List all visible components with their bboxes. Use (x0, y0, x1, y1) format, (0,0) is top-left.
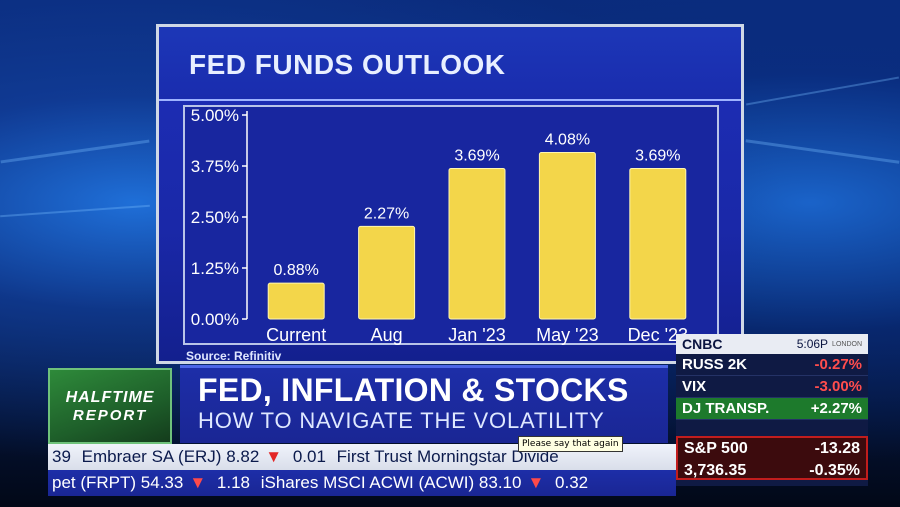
market-city: LONDON (832, 340, 862, 348)
lower-third: HALFTIME REPORT FED, INFLATION & STOCKS … (48, 365, 668, 444)
chart-panel: FED FUNDS OUTLOOK 0.00% 1.25% 2.50% 3.75% 5.… (156, 24, 744, 364)
x-category-label: Current (266, 325, 326, 345)
chart-source: Source: Refinitiv (186, 349, 282, 363)
sp500-box: S&P 500 -13.28 3,736.35 -0.35% (676, 436, 868, 480)
x-category-label: Aug (371, 325, 403, 345)
market-row-name: RUSS 2K (682, 356, 748, 373)
headline: FED, INFLATION & STOCKS (198, 372, 629, 408)
market-row-russ2k: RUSS 2K -0.27% (676, 354, 868, 376)
ticker-change: 0.01 (292, 447, 326, 466)
market-row-value: -3.00% (814, 378, 862, 395)
bar-value-label: 4.08% (545, 132, 590, 149)
sp500-name: S&P 500 (684, 440, 748, 457)
tooltip: Please say that again (518, 436, 623, 452)
y-tick-label: 3.75% (191, 157, 239, 176)
ticker-change: 1.18 (216, 473, 250, 492)
bar (267, 282, 325, 320)
market-row-vix: VIX -3.00% (676, 376, 868, 398)
chart-title-bar (159, 27, 741, 101)
bar-chart: 0.00% 1.25% 2.50% 3.75% 5.00% 0.88% Current 2.2… (191, 106, 688, 345)
bar-value-label: 2.27% (364, 205, 409, 222)
ticker-item: 39 (52, 447, 71, 466)
ticker-change: 0.32 (555, 473, 589, 492)
sp500-row-top: S&P 500 -13.28 (678, 438, 866, 460)
y-tick-label: 0.00% (191, 310, 239, 329)
show-logo-line1: HALFTIME (65, 388, 155, 406)
bar (358, 225, 416, 320)
market-time: 5:06P (796, 337, 829, 351)
bar-value-label: 3.69% (635, 147, 680, 164)
ticker-row-bottom: pet (FRPT) 54.33 ▼ 1.18 iShares MSCI ACWI… (48, 470, 676, 496)
down-arrow-icon: ▼ (189, 473, 207, 492)
sp500-row-bottom: 3,736.35 -0.35% (678, 460, 866, 482)
y-tick-label: 2.50% (191, 208, 239, 227)
sp500-change: -13.28 (814, 440, 860, 457)
sp500-level: 3,736.35 (684, 462, 747, 479)
market-row-dj-transp: DJ TRANSP. +2.27% (676, 398, 868, 420)
x-category-label: Dec '23 (628, 325, 688, 345)
ticker-item: Embraer SA (ERJ) 8.82 (81, 447, 260, 466)
market-header: CNBC 5:06P LONDON (676, 334, 868, 354)
ticker-item: iShares MSCI ACWI (ACWI) 83.10 (260, 473, 522, 492)
ticker-item: First Trust Morningstar Divide (336, 447, 559, 466)
bar (629, 167, 687, 320)
market-row-name: VIX (682, 378, 707, 395)
ticker-item: pet (FRPT) 54.33 (52, 473, 184, 492)
down-arrow-icon: ▼ (527, 473, 545, 492)
headline-box: FED, INFLATION & STOCKS HOW TO NAVIGATE … (180, 365, 668, 443)
market-row-value: +2.27% (810, 400, 862, 417)
show-logo-line2: REPORT (72, 406, 148, 424)
market-row-value: -0.27% (814, 356, 862, 373)
chart-title: FED FUNDS OUTLOOK (189, 49, 506, 80)
market-row-name: DJ TRANSP. (682, 400, 770, 417)
y-tick-label: 1.25% (191, 259, 239, 278)
subhead: HOW TO NAVIGATE THE VOLATILITY (198, 408, 605, 433)
bar (538, 152, 596, 320)
cnbc-logo: CNBC (682, 336, 723, 352)
bar-value-label: 3.69% (454, 147, 499, 164)
x-category-label: Jan '23 (448, 325, 505, 345)
sp500-pct: -0.35% (809, 462, 860, 479)
x-category-label: May '23 (536, 325, 598, 345)
y-tick-label: 5.00% (191, 106, 239, 125)
bar (448, 167, 506, 320)
bar-value-label: 0.88% (274, 262, 319, 279)
down-arrow-icon: ▼ (265, 447, 283, 466)
show-logo: HALFTIME REPORT (48, 368, 172, 444)
